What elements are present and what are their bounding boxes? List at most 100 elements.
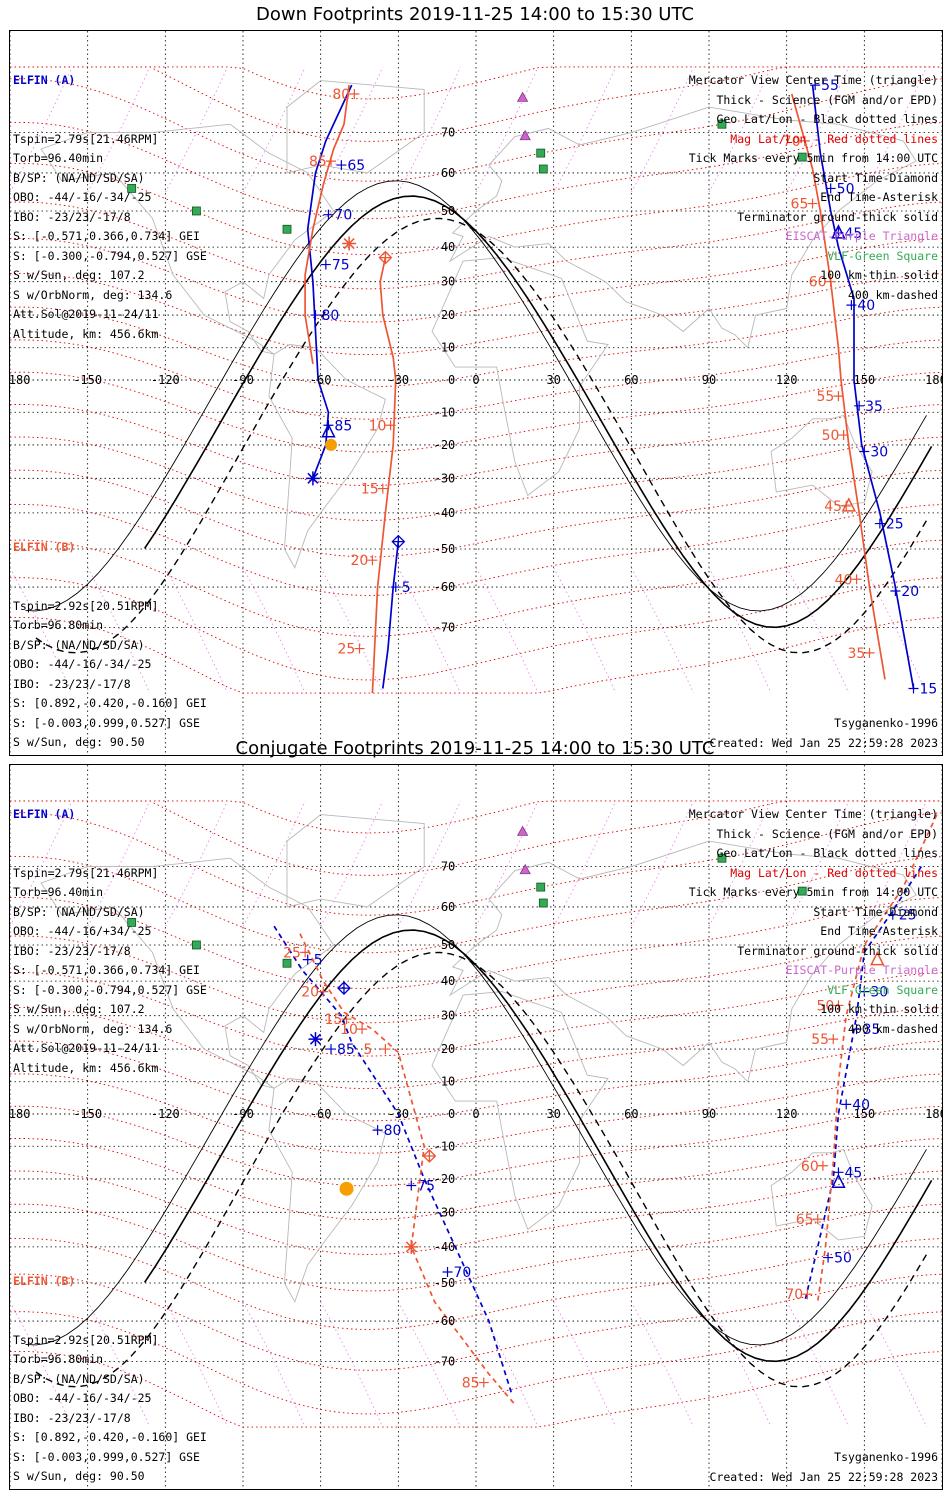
info-line: S: [0.892,-0.420,-0.160] GEI: [13, 1430, 207, 1444]
track-tick-label: 25: [283, 945, 301, 961]
mag-lon-line: [630, 567, 694, 694]
terminator-line: [143, 195, 933, 629]
mag-lon-line: [242, 800, 306, 927]
track-tick-label: 40: [857, 298, 875, 314]
info-line: Att.Sol@2019-11-24/11: [13, 1041, 159, 1055]
track-tick: [854, 400, 865, 411]
mag-lat-line: [10, 1006, 942, 1090]
lat-tick-label: 20: [441, 1042, 455, 1056]
mag-lon-line: [475, 567, 539, 694]
lon-tick-label: -60: [310, 373, 332, 387]
track-tick: [833, 1000, 844, 1011]
track-tick-label: 50: [822, 428, 840, 444]
info-line: S w/Sun, deg: 90.50: [13, 735, 145, 749]
vlf-square: [282, 958, 292, 968]
track-tick-label: 70: [785, 1287, 803, 1303]
legend-item: End Time-Asterisk: [820, 924, 938, 938]
track-tick-label: 35: [865, 399, 883, 415]
track-elfin-b: 70 65 60 55 50 45 40 35: [783, 93, 886, 680]
mag-lon-line: [553, 800, 617, 927]
down-footprints-map: 65 70 75 80 85 5 80 85 10 15 20 25 55 50 45 40 35 30 25 20 1…: [9, 30, 943, 756]
track-tick: [354, 643, 365, 654]
info-line: Torb=96.40min: [13, 885, 104, 899]
track-tick-label: 75: [332, 258, 350, 274]
legend: Mercator View Center Time (triangle) Thic…: [689, 32, 938, 302]
mag-lat-line: [10, 1237, 942, 1330]
lat-tick-label: 0: [448, 373, 455, 387]
track-elfin-b: 80 85: [304, 84, 360, 365]
coastline: [431, 991, 609, 1231]
elfin-a-lines: Tspin=2.79s[21.46RPM] Torb=96.40min B/SP: …: [13, 130, 207, 341]
track-line: [381, 541, 400, 689]
track-tick: [326, 156, 337, 167]
lat-tick-label: -40: [434, 1240, 456, 1254]
track-tick: [349, 88, 360, 99]
info-line: OBO: -44/-16/-34/-25: [13, 1391, 152, 1405]
created-label: Created: Wed Jan 25 22:59:28 2023: [709, 1469, 938, 1484]
vlf-square: [282, 224, 292, 234]
mag-grid: [10, 800, 942, 1428]
legend-item: Geo Lat/Lon - Black dotted lines: [716, 112, 938, 126]
mag-lon-line: [863, 1301, 927, 1428]
track-tick-label: 65: [796, 1212, 814, 1228]
mag-lon-line: [475, 800, 539, 927]
info-line: S w/OrbNorm, deg: 7.671: [13, 1487, 207, 1490]
sun-icon: [325, 438, 338, 451]
info-line: IBO: -23/23/-17/8: [13, 1410, 131, 1425]
mag-lat-line: [10, 800, 942, 876]
legend-item: Terminator ground-thick solid: [737, 943, 938, 958]
mag-lon-line: [475, 1301, 539, 1428]
lat-tick-label: -50: [434, 542, 456, 556]
footer-right: Tsyganenko-1996 Created: Wed Jan 25 22:5…: [710, 1448, 938, 1487]
lon-tick-label: -30: [387, 1107, 409, 1121]
track-tick-label: 50: [837, 181, 855, 197]
coastline: [268, 344, 386, 569]
track-tick-label: 80: [321, 308, 339, 324]
legend-lines: Mercator View Center Time (triangle) Thic…: [689, 805, 938, 1036]
mag-lat-line: [10, 371, 942, 453]
track-tick: [341, 1014, 352, 1025]
track-tick: [802, 1289, 813, 1300]
track-tick-label: 40: [835, 572, 853, 588]
coastline: [770, 1148, 873, 1241]
track-tick: [825, 276, 836, 287]
info-line: S w/Sun, deg: 107.2: [13, 268, 145, 282]
lon-tick-label: 120: [776, 1107, 798, 1121]
lon-tick-label: -90: [232, 373, 254, 387]
track-tick: [817, 1160, 828, 1171]
track-tick: [372, 1125, 383, 1136]
track-tick-label: 85: [462, 1376, 480, 1392]
track-tick: [874, 518, 885, 529]
elfin-a-header: ELFIN (A): [13, 807, 76, 821]
track-line: [790, 93, 886, 680]
lat-tick-label: 10: [441, 1075, 455, 1089]
mag-lon-line: [320, 800, 384, 927]
elfin-b-info: ELFIN (B) Tspin=2.92s[20.51RPM] Torb=96.8…: [13, 499, 207, 755]
track-line: [273, 925, 514, 1396]
track-tick: [846, 300, 857, 311]
legend-item: Mag Lat/Lon - Red dotted lines: [730, 865, 938, 880]
legend-item: Geo Lat/Lon - Black dotted lines: [716, 846, 938, 860]
view-center-triangle-b: [870, 950, 885, 966]
model-label: Tsyganenko-1996: [834, 716, 938, 730]
lon-tick-label: -150: [73, 373, 102, 387]
elfin-b-header: ELFIN (B): [13, 1274, 76, 1288]
track-tick: [442, 1266, 453, 1277]
start-diamond-b: [378, 250, 393, 265]
lat-tick-label: 40: [441, 240, 455, 254]
track-tick-label: 5: [402, 580, 411, 596]
lat-tick-label: 70: [441, 126, 455, 140]
track-tick: [390, 582, 401, 593]
end-asterisk-b: [404, 1239, 419, 1254]
mag-lat-line: [10, 1073, 942, 1154]
info-line: OBO: -44/-16/-34/-25: [13, 657, 152, 671]
info-line: Tspin=2.92s[20.51RPM]: [13, 598, 159, 613]
track-tick-label: 5: [363, 1042, 372, 1058]
track-tick-label: 35: [863, 1022, 881, 1038]
track-tick-label: 55: [821, 78, 839, 94]
lat-tick-label: 10: [441, 341, 455, 355]
eiscat-triangle: [516, 825, 529, 836]
mag-lat-line: [10, 66, 942, 142]
mag-lat-line: [10, 1040, 942, 1122]
start-diamond-a: [391, 534, 406, 549]
